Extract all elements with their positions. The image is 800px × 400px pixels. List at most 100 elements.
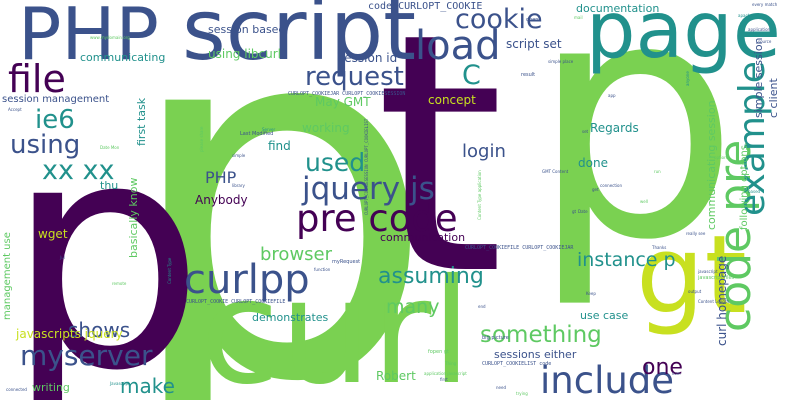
- word-assuming: assuming: [378, 264, 484, 289]
- word-cookie: cookie: [455, 4, 543, 35]
- word-communication: communication: [380, 231, 466, 244]
- word-well: well: [640, 199, 648, 204]
- word-need: need: [496, 385, 506, 390]
- word-session-id: session id: [338, 51, 398, 65]
- word-ie6: ie6: [35, 105, 75, 135]
- word-big-picture: big picture: [482, 335, 509, 341]
- word-myrequest: myRequest: [332, 259, 361, 265]
- word-first-small: first: [440, 377, 448, 382]
- word-curlopt-cookiefile-jar: CURLOPT_COOKIEFILE CURLOPT_COOKIEJAR: [465, 245, 574, 251]
- word-set: set: [582, 129, 589, 134]
- word-content-length: Content Length: [698, 299, 729, 304]
- word-file: file: [8, 57, 66, 101]
- word-xx-xx: xx xx: [42, 155, 115, 186]
- word-run: run: [654, 169, 661, 174]
- word-p-large-purple: p: [5, 74, 205, 400]
- word-communicating-session: communicating session: [705, 100, 718, 230]
- word-communicating: communicating: [80, 51, 166, 64]
- word-php-small: PHP: [205, 168, 237, 187]
- word-curlopt-cookiejar-session: CURLOPT_COOKIEJAR CURLOPT_COOKIESESSION: [288, 91, 406, 97]
- word-use-case: use case: [580, 309, 629, 322]
- word-using-libcurl: using libcurl: [208, 47, 281, 61]
- word-output: output: [688, 289, 702, 294]
- word-simple-place: simple place: [548, 59, 574, 64]
- word-com: com: [672, 371, 681, 376]
- word-wget: wget: [38, 227, 68, 241]
- word-library: library: [232, 183, 245, 188]
- word-thanks: Thanks: [652, 245, 667, 250]
- word-php: PHP: [18, 0, 159, 76]
- word-script-set: script set: [506, 37, 562, 51]
- word-script: script: [182, 0, 417, 79]
- word-date: Date: [578, 209, 588, 214]
- word-function: function: [314, 267, 331, 272]
- word-connection: connection: [600, 183, 623, 188]
- word-www-mydomain-org: www.mydomain.org: [90, 35, 130, 40]
- word-application-javascript: application javascript: [424, 371, 467, 376]
- word-source: source: [758, 39, 772, 44]
- word-load: load: [415, 23, 501, 69]
- word-using: using: [10, 130, 81, 160]
- word-jquery-js: jquery js: [302, 171, 435, 207]
- word-gt-small: gt: [572, 209, 577, 214]
- word-p-large-green: p: [120, 0, 438, 400]
- word-result: result: [521, 72, 536, 78]
- word-date-mon: Date Mon: [100, 145, 120, 150]
- word-simple: simple: [232, 153, 246, 158]
- word-done: done: [578, 156, 608, 170]
- word-gmt-content: GMT Content: [542, 169, 569, 174]
- word-myserver: myserver: [20, 339, 153, 372]
- word-code-curlopt-cookie: code CURLOPT_COOKIE: [368, 1, 483, 12]
- word-shows: shows: [68, 318, 131, 342]
- word-session-management: session management: [2, 94, 110, 105]
- word-t-large: t: [375, 0, 505, 347]
- word-apache: apache: [738, 13, 753, 18]
- word-fopen-gt: fopen gt: [428, 349, 449, 355]
- word-sessions-either: sessions either: [494, 348, 577, 361]
- word-trying: trying: [516, 391, 528, 396]
- word-first-task: first task: [135, 97, 148, 146]
- word-concept: concept: [428, 93, 476, 107]
- word-p-right: p: [530, 0, 740, 312]
- word-get: get: [592, 187, 599, 192]
- word-following-options: following options: [739, 145, 750, 230]
- word-working: working: [302, 121, 350, 135]
- word-curlpp: curlpp: [184, 257, 310, 303]
- word-end: end: [478, 304, 486, 309]
- word-simple-session: simple session: [752, 37, 765, 118]
- word-really-see: really see: [686, 231, 706, 236]
- word-keep: Keep: [586, 291, 596, 296]
- word-javascript: javascript: [698, 269, 718, 274]
- word-anyone: anyone: [685, 71, 690, 86]
- word-documentation: documentation: [576, 2, 660, 15]
- word-basically-know: basically know: [127, 177, 140, 259]
- word-remote: remote: [112, 281, 127, 286]
- word-session-based: session based: [208, 23, 286, 36]
- word-based: based: [748, 189, 761, 194]
- word-writing: writing: [32, 381, 70, 394]
- word-something: something: [480, 322, 602, 348]
- word-accept: Accept: [8, 107, 22, 112]
- word-find: find: [268, 139, 291, 153]
- word-curl: curl: [200, 248, 472, 400]
- word-application: application: [748, 27, 771, 32]
- word-mail: mail: [574, 15, 583, 20]
- word-app: app: [608, 93, 616, 98]
- word-every-match: every match: [752, 2, 778, 7]
- word-javascripts-jquery: javascripts jquery: [16, 327, 123, 341]
- word-instance-p: instance p: [577, 249, 676, 271]
- word-thu: thu: [100, 179, 119, 192]
- word-curlopt-cookielist-code: CURLOPT_COOKIELIST code: [482, 361, 552, 367]
- word-make: make: [120, 374, 175, 398]
- word-curlopt-cookiesession-list: CURLOPT_COOKIESESSION CURLOPT_COOKIELIST: [364, 118, 369, 215]
- word-robert: Robert: [376, 369, 416, 383]
- word-last-modified: Last Modified: [240, 131, 274, 137]
- word-content-type-application: Content Type application: [477, 170, 482, 220]
- word-server: Server: [262, 127, 276, 132]
- word-gt: gt: [636, 213, 747, 338]
- word-include: include: [540, 359, 675, 400]
- word-javascript-files: javascript files: [698, 275, 735, 281]
- word-c-client: c client: [767, 78, 780, 118]
- word-page: page: [586, 0, 781, 76]
